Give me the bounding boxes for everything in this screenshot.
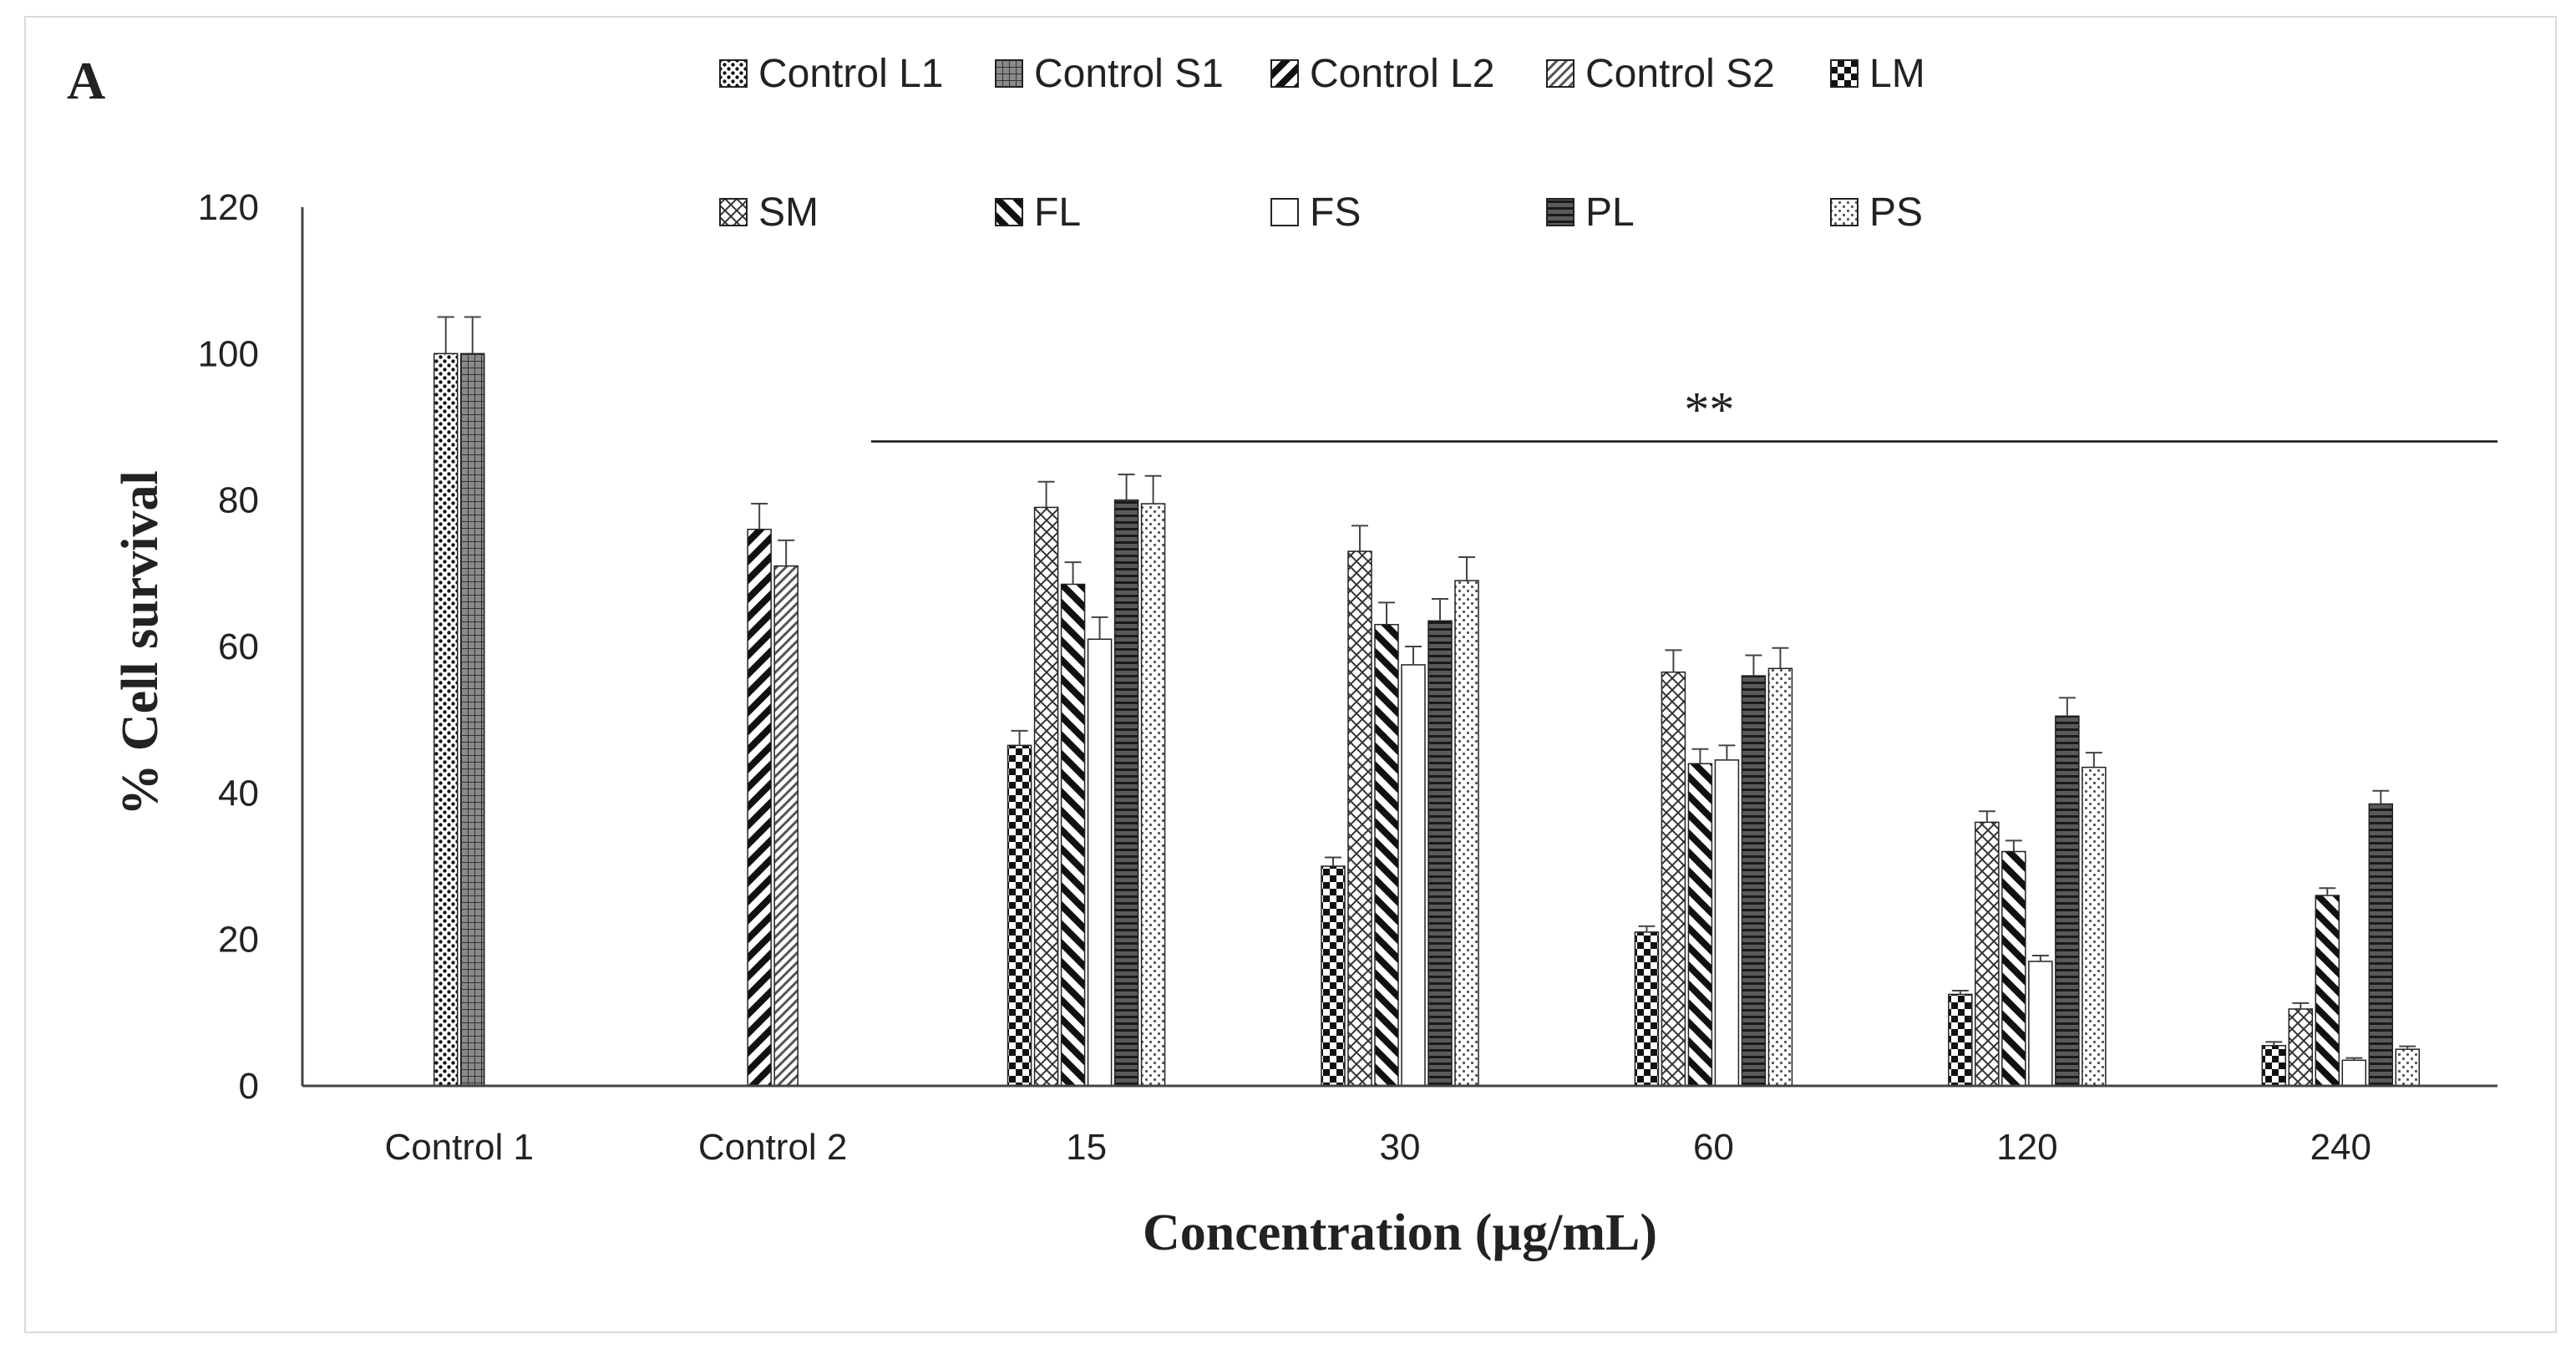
bar: [1741, 675, 1767, 1087]
x-tick-label: Control 2: [698, 1127, 848, 1168]
legend-item: FL: [995, 190, 1081, 235]
legend-swatch: [1546, 198, 1575, 226]
bar: [1007, 744, 1032, 1087]
bar: [433, 352, 459, 1087]
y-tick-label: 120: [198, 187, 259, 228]
legend-label: PS: [1869, 190, 1923, 235]
bar: [2055, 715, 2080, 1087]
legend-swatch: [995, 59, 1023, 88]
bar: [2315, 895, 2340, 1087]
legend-swatch: [1546, 59, 1575, 88]
bar: [2341, 1059, 2367, 1087]
y-tick-label: 40: [218, 773, 259, 814]
legend-label: FL: [1034, 190, 1081, 235]
bar: [1427, 620, 1453, 1087]
bar: [1033, 506, 1059, 1087]
bar: [1661, 671, 1686, 1087]
bar: [459, 352, 485, 1087]
bar: [1714, 759, 1740, 1087]
x-tick-label: 240: [2310, 1127, 2371, 1168]
x-tick-label: 120: [1996, 1127, 2057, 1168]
bar: [1687, 763, 1713, 1087]
legend-label: Control S1: [1034, 52, 1224, 96]
legend-item: Control L1: [719, 52, 943, 96]
legend-swatch: [1270, 198, 1299, 226]
legend-label: Control S2: [1585, 52, 1775, 96]
y-axis: 0 20 40 60 80 100 120: [198, 187, 304, 1107]
y-tick-label: 60: [218, 626, 259, 667]
bar: [2001, 850, 2026, 1087]
legend-item: PS: [1830, 190, 1923, 235]
bar: [1087, 638, 1113, 1087]
significance-label: **: [1684, 383, 1734, 438]
bar: [1060, 583, 1086, 1087]
bar: [1948, 993, 1973, 1087]
x-axis-title: Concentration (µg/mL): [1143, 1204, 1657, 1261]
x-axis: Control 1 Control 2 15 30 60 120 240: [302, 1084, 2497, 1168]
x-tick-label: 60: [1693, 1127, 1734, 1168]
panel-label: A: [67, 51, 105, 110]
y-tick-label: 0: [239, 1066, 259, 1107]
chart-border: [24, 16, 2557, 1333]
bar: [1401, 664, 1426, 1087]
bars-group: [433, 316, 2421, 1087]
bar: [2368, 803, 2394, 1087]
bar: [2261, 1045, 2287, 1087]
x-tick-label: 30: [1380, 1127, 1421, 1168]
significance-annotation: **: [870, 383, 2497, 443]
legend-swatch: [1270, 59, 1299, 88]
legend-label: Control L1: [758, 52, 943, 96]
bar: [2395, 1048, 2421, 1087]
bar: [773, 565, 799, 1087]
legend-item: Control S2: [1546, 52, 1775, 96]
legend-swatch: [995, 198, 1023, 226]
x-tick-label: 15: [1066, 1127, 1107, 1168]
bar: [1140, 503, 1166, 1087]
legend-label: Control L2: [1310, 52, 1494, 96]
legend: Control L1 Control S1 Control L2 Control S2…: [719, 52, 1925, 235]
legend-label: SM: [758, 190, 819, 235]
legend-item: SM: [719, 190, 819, 235]
bar: [1321, 865, 1346, 1087]
bar: [1975, 821, 2000, 1087]
bar: [1113, 499, 1139, 1087]
legend-item: Control L2: [1270, 52, 1494, 96]
y-tick-label: 80: [218, 480, 259, 521]
bar: [1634, 931, 1660, 1087]
legend-item: PL: [1546, 190, 1635, 235]
x-tick-label: Control 1: [384, 1127, 534, 1168]
y-axis-title: % Cell survival: [112, 470, 169, 815]
bar: [1347, 550, 1372, 1087]
bar: [747, 528, 772, 1087]
legend-label: FS: [1310, 190, 1361, 235]
bar: [2288, 1008, 2314, 1087]
bar: [1454, 580, 1479, 1087]
bar: [1374, 623, 1399, 1087]
y-tick-label: 100: [198, 333, 259, 374]
legend-swatch: [1830, 59, 1858, 88]
bar: [1767, 667, 1793, 1087]
legend-label: LM: [1869, 52, 1925, 96]
legend-swatch: [1830, 198, 1858, 226]
bar: [2082, 766, 2107, 1087]
legend-item: LM: [1830, 52, 1925, 96]
legend-item: FS: [1270, 190, 1361, 235]
y-tick-label: 20: [218, 920, 259, 961]
bar: [2028, 961, 2053, 1087]
legend-item: Control S1: [995, 52, 1224, 96]
legend-swatch: [719, 198, 748, 226]
legend-swatch: [719, 59, 748, 88]
legend-label: PL: [1585, 190, 1635, 235]
